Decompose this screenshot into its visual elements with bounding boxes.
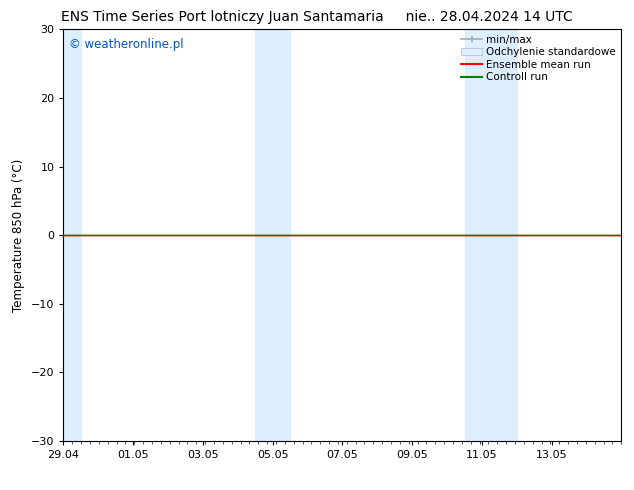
Y-axis label: Temperature 850 hPa (°C): Temperature 850 hPa (°C) bbox=[12, 159, 25, 312]
Bar bbox=[63, 29, 81, 441]
Bar bbox=[255, 29, 290, 441]
Legend: min/max, Odchylenie standardowe, Ensemble mean run, Controll run: min/max, Odchylenie standardowe, Ensembl… bbox=[459, 32, 618, 84]
Text: © weatheronline.pl: © weatheronline.pl bbox=[69, 38, 184, 50]
Text: ENS Time Series Port lotniczy Juan Santamaria     nie.. 28.04.2024 14 UTC: ENS Time Series Port lotniczy Juan Santa… bbox=[61, 10, 573, 24]
Bar bbox=[465, 29, 517, 441]
